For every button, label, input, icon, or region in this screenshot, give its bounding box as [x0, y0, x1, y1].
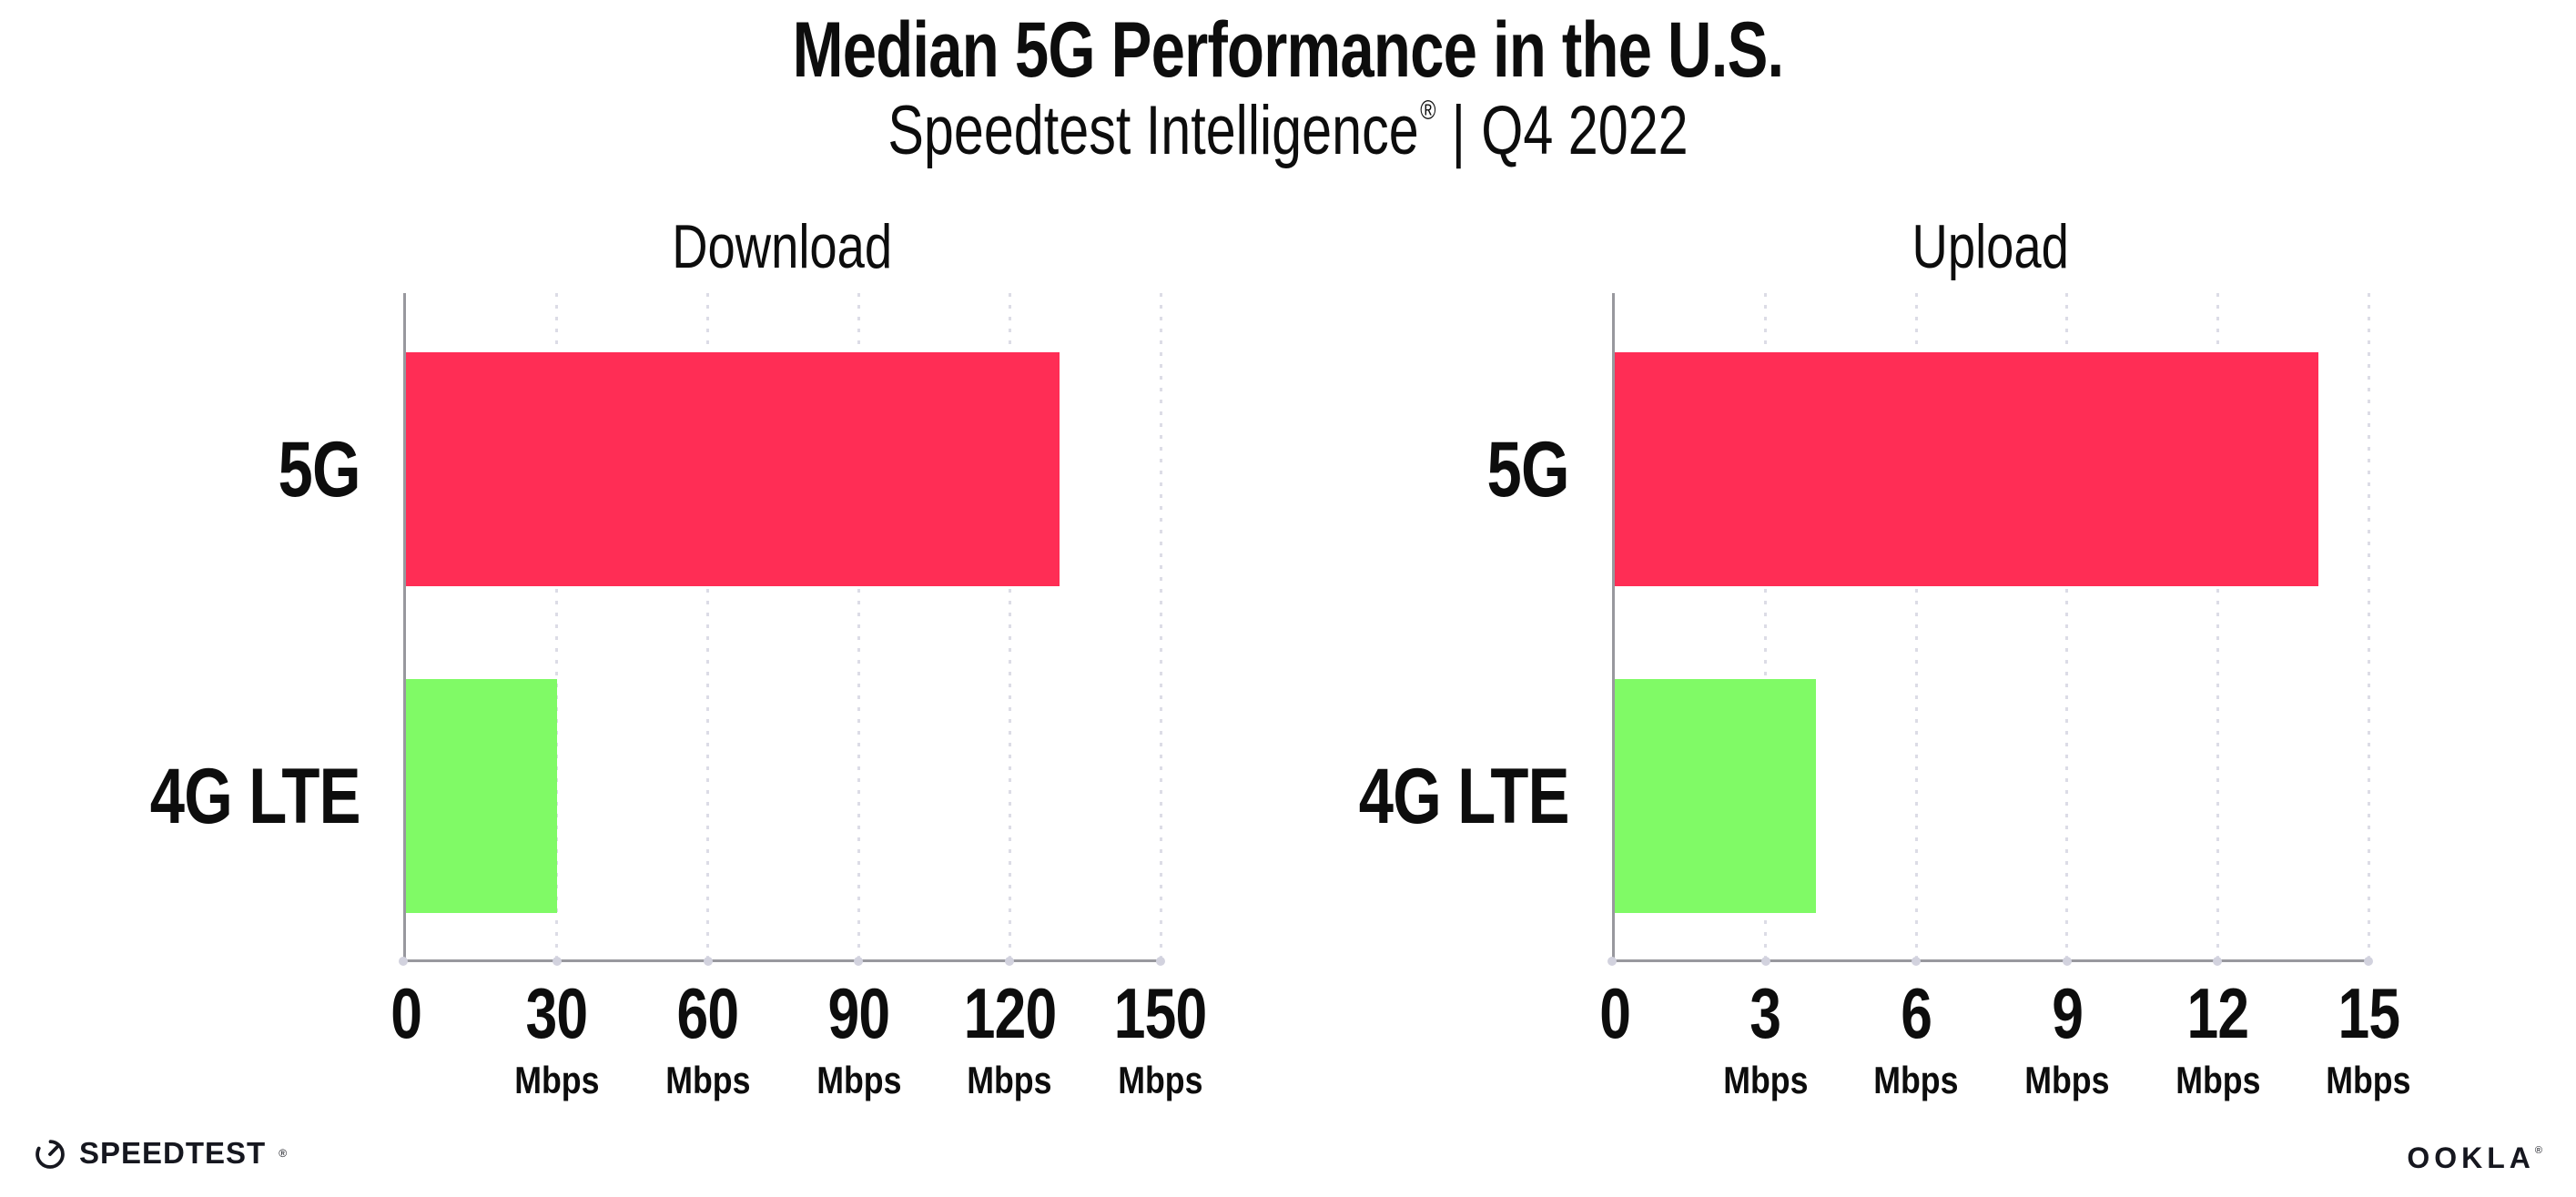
- row-label-4g-lte: 4G LTE: [24, 749, 361, 867]
- axis-tick-dot-30: [552, 957, 562, 966]
- tick-unit-text: Mbps: [1873, 1059, 1959, 1101]
- row-label-4g-lte: 4G LTE: [1232, 749, 1570, 867]
- tick-unit-text: Mbps: [1722, 1059, 1809, 1101]
- page-title: Median 5G Performance in the U.S.: [792, 6, 1785, 94]
- tick-number: 30: [525, 973, 589, 1053]
- axis-tick-dot-0: [1607, 957, 1617, 966]
- x-tick-label-120: 120 Mbps: [909, 978, 1110, 1100]
- tick-unit: Mbps: [1967, 1061, 2167, 1100]
- tick-number: 0: [390, 973, 422, 1053]
- gridline-60: [706, 293, 710, 959]
- row-label-text: 4G LTE: [1359, 752, 1570, 840]
- tick-unit: Mbps: [2117, 1061, 2317, 1100]
- bar-4g-lte: [1615, 679, 1816, 913]
- row-label-text: 5G: [278, 425, 361, 513]
- tick-unit-text: Mbps: [664, 1059, 751, 1101]
- gridline-30: [555, 293, 559, 959]
- tick-number: 9: [2051, 973, 2084, 1053]
- row-label-text: 4G LTE: [150, 752, 361, 840]
- axis-tick-dot-9: [2062, 957, 2072, 966]
- subtitle-separator: |: [1451, 92, 1466, 169]
- x-tick-label-9: 9 Mbps: [1967, 978, 2167, 1100]
- tick-number: 3: [1749, 973, 1782, 1053]
- x-tick-label-0: 0: [306, 978, 506, 1049]
- tick-number: 15: [2338, 973, 2400, 1053]
- tick-unit: Mbps: [909, 1061, 1110, 1100]
- x-tick-label-60: 60 Mbps: [608, 978, 808, 1100]
- subtitle-period: Q4 2022: [1481, 92, 1689, 169]
- axis-tick-dot-12: [2213, 957, 2223, 966]
- row-label-5g: 5G: [1232, 422, 1570, 540]
- page-subtitle: Speedtest Intelligence® | Q4 2022: [887, 91, 1688, 170]
- subtitle-product: Speedtest Intelligence: [887, 92, 1419, 169]
- tick-unit: Mbps: [1060, 1061, 1261, 1100]
- row-label-5g: 5G: [24, 422, 361, 540]
- speedtest-logo: SPEEDTEST ®: [33, 1136, 287, 1171]
- upload-chart-title: Upload: [1615, 211, 2366, 282]
- tick-unit: Mbps: [758, 1061, 958, 1100]
- tick-unit: Mbps: [1666, 1061, 1866, 1100]
- registered-mark-icon: ®: [1420, 96, 1436, 126]
- tick-unit-text: Mbps: [514, 1059, 600, 1101]
- tick-number: 0: [1599, 973, 1631, 1053]
- axis-tick-dot-120: [1005, 957, 1015, 966]
- x-tick-label-90: 90 Mbps: [758, 978, 958, 1100]
- gridline-90: [857, 293, 860, 959]
- axis-tick-dot-3: [1760, 957, 1770, 966]
- tick-unit-text: Mbps: [2024, 1059, 2110, 1101]
- x-tick-label-3: 3 Mbps: [1666, 978, 1866, 1100]
- x-tick-label-12: 12 Mbps: [2117, 978, 2317, 1100]
- x-tick-label-0: 0: [1515, 978, 1715, 1049]
- tick-number: 120: [963, 973, 1057, 1053]
- gridline-6: [1914, 293, 1918, 959]
- x-tick-label-150: 150 Mbps: [1060, 978, 1261, 1100]
- tick-unit: Mbps: [2268, 1061, 2469, 1100]
- bar-5g: [1615, 352, 2318, 586]
- upload-chart-plot: Upload 0 3 Mbps 6 Mbps 9 Mbps 12 Mbps 15 Mbps 5G 4G L…: [1359, 212, 2411, 1100]
- x-tick-label-6: 6 Mbps: [1816, 978, 2016, 1100]
- speedtest-wordmark: SPEEDTEST: [79, 1136, 267, 1170]
- tick-unit-text: Mbps: [816, 1059, 901, 1101]
- chart-title-text: Upload: [1912, 212, 2069, 281]
- tick-unit-text: Mbps: [1118, 1059, 1203, 1101]
- axis-tick-dot-60: [703, 957, 713, 966]
- tick-number: 90: [827, 973, 890, 1053]
- chart-title-text: Download: [672, 212, 892, 281]
- axis-tick-dot-150: [1156, 957, 1165, 966]
- registered-mark-icon: ®: [2534, 1145, 2542, 1156]
- x-tick-label-30: 30 Mbps: [457, 978, 657, 1100]
- tick-number: 12: [2186, 973, 2249, 1053]
- gridline-15: [2367, 293, 2370, 959]
- axis-tick-dot-0: [399, 957, 408, 966]
- gridline-3: [1764, 293, 1768, 959]
- bar-4g-lte: [406, 679, 557, 913]
- tick-unit-text: Mbps: [2326, 1059, 2411, 1101]
- gridline-150: [1159, 293, 1162, 959]
- tick-unit-text: Mbps: [2175, 1059, 2260, 1101]
- tick-unit: Mbps: [457, 1061, 657, 1100]
- download-chart-plot: Download 0 30 Mbps 60 Mbps 90 Mbps 120 Mbps 150 Mbp…: [150, 212, 1208, 1100]
- gridline-9: [2065, 293, 2069, 959]
- tick-unit-text: Mbps: [967, 1059, 1052, 1101]
- speedtest-gauge-icon: [35, 1140, 65, 1169]
- registered-mark-icon: ®: [279, 1147, 288, 1160]
- ookla-wordmark: OOKLA: [2407, 1141, 2535, 1174]
- tick-unit: Mbps: [1816, 1061, 2016, 1100]
- bar-5g: [406, 352, 1060, 586]
- gridline-120: [1008, 293, 1011, 959]
- axis-tick-dot-90: [854, 957, 864, 966]
- ookla-logo: OOKLA®: [2407, 1141, 2542, 1175]
- tick-number: 60: [676, 973, 740, 1053]
- tick-number: 6: [1901, 973, 1932, 1053]
- x-tick-label-15: 15 Mbps: [2268, 978, 2469, 1100]
- tick-number: 150: [1114, 973, 1208, 1053]
- gridline-12: [2216, 293, 2219, 959]
- download-chart-title: Download: [406, 211, 1158, 282]
- axis-tick-dot-15: [2364, 957, 2373, 966]
- tick-unit: Mbps: [608, 1061, 808, 1100]
- row-label-text: 5G: [1486, 425, 1570, 513]
- axis-tick-dot-6: [1912, 957, 1922, 966]
